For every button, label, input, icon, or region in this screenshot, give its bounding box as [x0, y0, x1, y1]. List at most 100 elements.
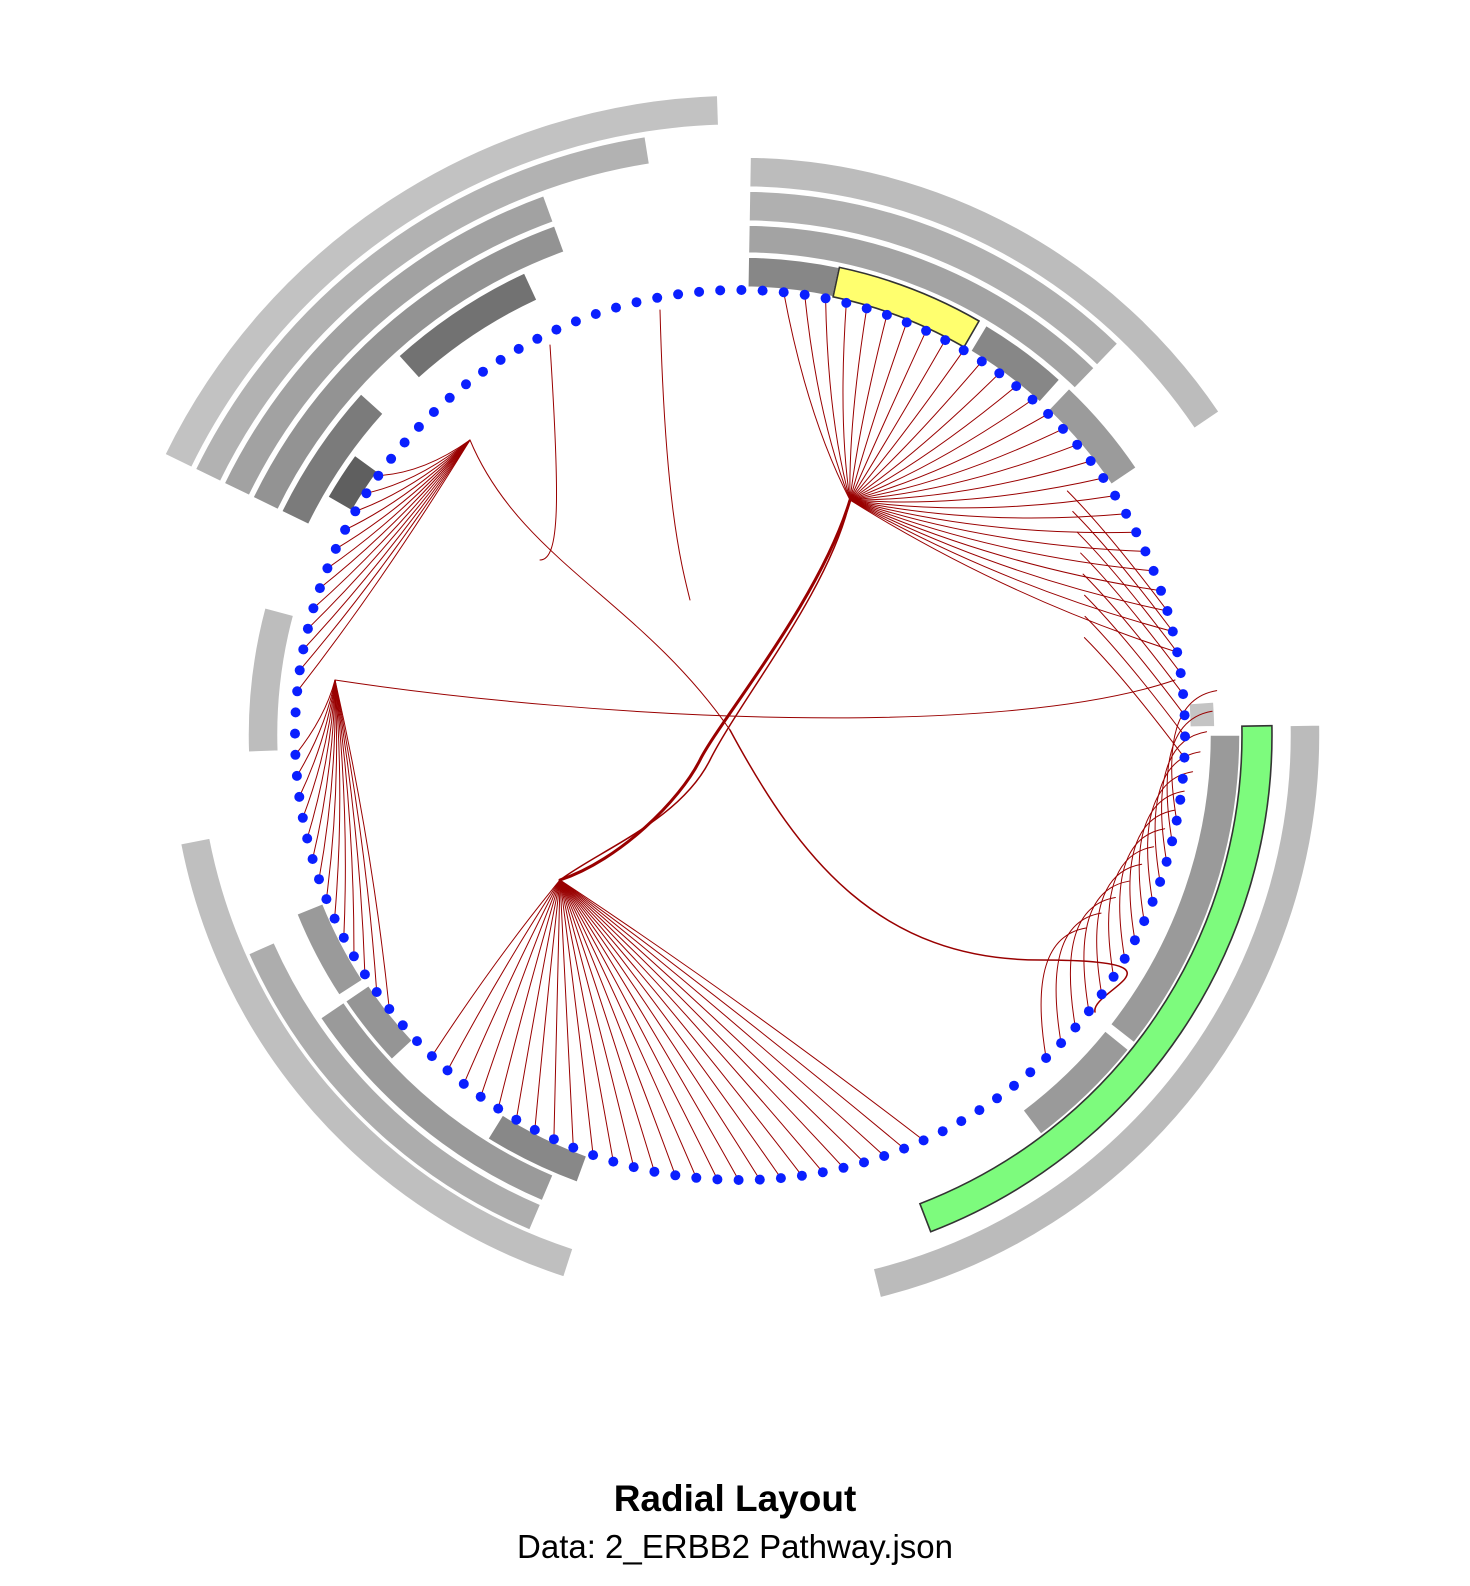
- leaf-node: [371, 987, 382, 997]
- edge: [559, 879, 925, 1141]
- leaf-node: [1098, 473, 1109, 483]
- leaf-node: [879, 1151, 890, 1161]
- edge: [825, 297, 851, 501]
- leaf-node: [1161, 856, 1172, 867]
- leaf-node: [1121, 508, 1132, 519]
- leaf-node: [329, 913, 340, 924]
- leaf-node: [294, 791, 305, 802]
- leaf-node: [511, 1114, 522, 1125]
- leaf-node: [1175, 668, 1186, 679]
- edge: [1083, 880, 1130, 1012]
- ring-segment: [748, 156, 1221, 430]
- leaf-node: [1129, 935, 1140, 946]
- leaf-node: [817, 1167, 828, 1178]
- edge: [849, 413, 1049, 501]
- edge: [302, 439, 471, 650]
- edge: [849, 499, 1146, 552]
- edge: [559, 879, 574, 1149]
- edge: [1082, 573, 1184, 695]
- ring-segment: [1047, 387, 1138, 486]
- leaf-node: [290, 749, 301, 760]
- leaf-node: [1043, 408, 1054, 419]
- edge: [480, 879, 561, 1098]
- edge: [559, 879, 905, 1150]
- leaf-node: [736, 285, 747, 295]
- leaf-node: [901, 317, 912, 328]
- leaf-node: [1178, 689, 1189, 700]
- leaf-node: [1096, 989, 1107, 1000]
- leaf-node: [314, 583, 325, 594]
- leaf-node: [350, 506, 361, 517]
- leaf-node: [570, 316, 581, 327]
- highlighted-ring-segment: [918, 724, 1273, 1233]
- leaf-node: [974, 1105, 985, 1116]
- leaf-node: [359, 969, 370, 980]
- edge: [1084, 594, 1186, 716]
- leaf-node: [294, 665, 305, 676]
- edge: [1076, 531, 1178, 653]
- edge: [849, 460, 1092, 501]
- leaf-node: [302, 623, 313, 634]
- leaf-node: [412, 1036, 422, 1047]
- leaf-node: [1156, 585, 1166, 596]
- ring-segment: [247, 606, 295, 753]
- bundled-edges: [294, 291, 1218, 1181]
- leaf-node: [1167, 626, 1178, 637]
- leaf-node: [493, 1103, 504, 1114]
- leaf-node: [548, 1134, 559, 1145]
- edge: [559, 879, 635, 1168]
- edge: [539, 344, 558, 561]
- leaf-node: [495, 354, 506, 365]
- edge: [783, 291, 851, 501]
- leaf-node: [426, 1051, 437, 1062]
- leaf-node: [478, 366, 488, 377]
- leaf-node: [1108, 971, 1119, 982]
- edge: [334, 679, 1176, 719]
- edge: [1108, 846, 1155, 978]
- diagram-title: Radial Layout: [613, 1478, 857, 1519]
- leaf-node: [1172, 647, 1183, 658]
- edge: [849, 499, 1168, 612]
- leaf-node: [551, 324, 562, 335]
- edge: [559, 499, 851, 881]
- leaf-node: [461, 379, 471, 390]
- edge: [1069, 896, 1116, 1028]
- leaf-node: [1179, 710, 1190, 721]
- leaf-node: [838, 1162, 849, 1173]
- ring-segment: [223, 194, 555, 497]
- edge: [849, 499, 1127, 519]
- edge: [559, 879, 824, 1173]
- edge: [849, 477, 1104, 503]
- leaf-node: [1171, 815, 1182, 826]
- edge: [1080, 552, 1182, 674]
- ring-segment: [344, 984, 414, 1061]
- leaf-node: [958, 345, 969, 356]
- edge: [534, 879, 561, 1131]
- edge: [559, 879, 594, 1156]
- edge: [335, 439, 471, 550]
- leaf-node: [796, 1170, 807, 1181]
- leaf-node: [733, 1175, 744, 1185]
- ring-segment: [397, 271, 539, 380]
- edge: [559, 879, 676, 1176]
- leaf-node: [956, 1116, 967, 1127]
- leaf-node: [428, 407, 439, 417]
- ring-segment: [1021, 1029, 1130, 1136]
- edge: [1040, 927, 1087, 1059]
- leaf-node: [307, 854, 318, 864]
- leaf-node: [1177, 773, 1188, 784]
- edge: [849, 339, 946, 501]
- leaf-node: [1162, 606, 1173, 616]
- leaf-node: [1011, 381, 1022, 392]
- leaf-node: [568, 1142, 579, 1153]
- edge: [334, 679, 346, 939]
- leaf-node: [297, 812, 308, 823]
- leaf-nodes: [290, 285, 1190, 1185]
- edge: [553, 879, 561, 1140]
- edge: [354, 439, 471, 512]
- leaf-node: [529, 1124, 540, 1135]
- edge: [463, 879, 561, 1085]
- edge: [559, 879, 844, 1169]
- leaf-node: [691, 1172, 702, 1183]
- leaf-node: [1131, 527, 1142, 538]
